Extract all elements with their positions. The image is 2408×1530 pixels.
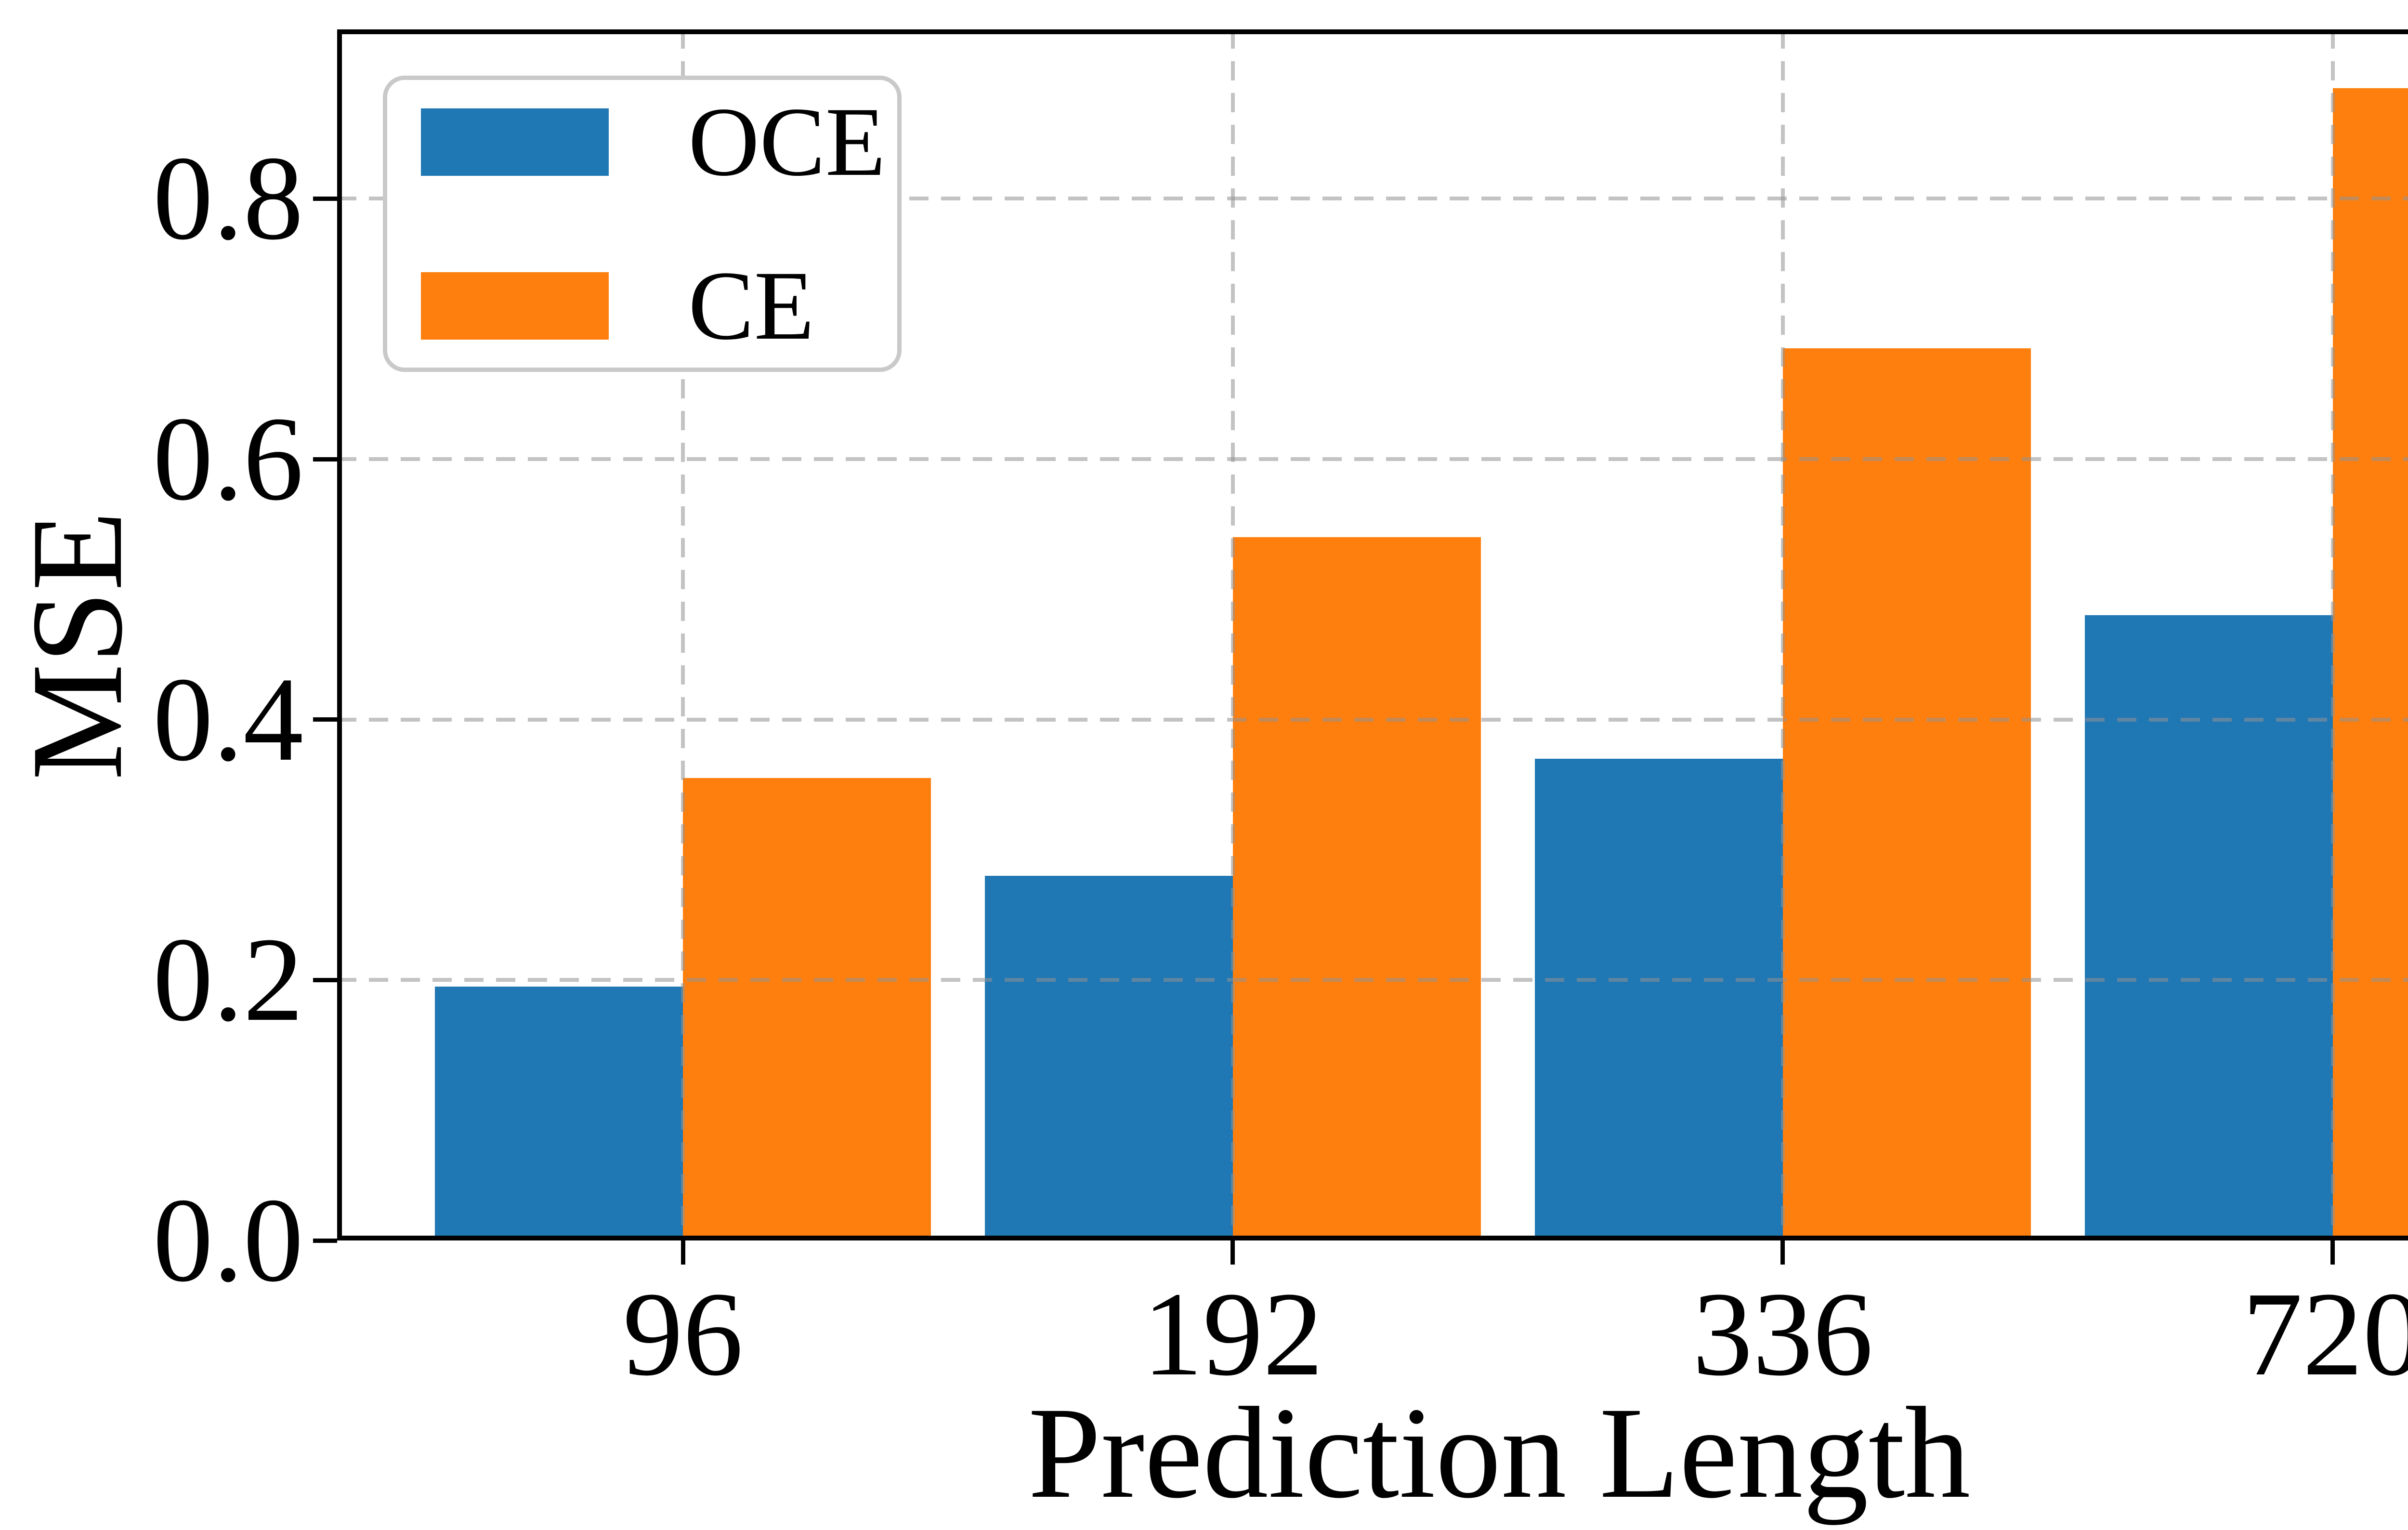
legend-swatch-ce (421, 272, 609, 340)
x-tick-96 (681, 1240, 685, 1265)
bar-oce-336 (1534, 758, 1783, 1240)
y-tick-0.2 (313, 977, 337, 982)
bar-ce-96 (683, 778, 931, 1240)
legend-row-oce: OCE (421, 92, 897, 191)
y-gridline-0.2 (337, 978, 2408, 982)
y-tick-label-0.6: 0.6 (153, 392, 304, 526)
x-gridline-720 (2330, 29, 2335, 1240)
bar-oce-96 (435, 986, 683, 1240)
y-gridline-0.4 (337, 717, 2408, 722)
x-axis-title: Prediction Length (1028, 1380, 1971, 1525)
legend-label-ce: CE (688, 251, 814, 360)
x-gridline-192 (1230, 29, 1235, 1240)
bar-oce-720 (2084, 615, 2333, 1240)
y-tick-label-0.2: 0.2 (153, 913, 304, 1047)
legend-label-oce: OCE (688, 87, 886, 197)
x-tick-label-192: 192 (1142, 1267, 1323, 1401)
x-tick-192 (1230, 1240, 1235, 1265)
x-tick-720 (2330, 1240, 2335, 1265)
x-tick-label-96: 96 (623, 1267, 744, 1401)
y-gridline-0.8 (337, 197, 2408, 201)
x-tick-label-720: 720 (2242, 1267, 2408, 1401)
y-tick-label-0.4: 0.4 (153, 652, 304, 786)
bar-oce-192 (985, 876, 1233, 1240)
plot-area: OCE CE (337, 29, 2408, 1240)
bar-ce-336 (1782, 348, 2031, 1240)
legend-swatch-oce (421, 108, 609, 176)
y-tick-label-0.8: 0.8 (153, 132, 304, 265)
x-gridline-96 (681, 29, 685, 1240)
legend: OCE CE (383, 76, 902, 372)
y-gridline-0.6 (337, 457, 2408, 462)
bar-ce-720 (2332, 88, 2408, 1240)
y-tick-0.8 (313, 196, 337, 201)
bar-ce-192 (1232, 537, 1481, 1240)
y-tick-0.0 (313, 1238, 337, 1243)
y-tick-label-0.0: 0.0 (153, 1174, 304, 1307)
y-tick-0.4 (313, 717, 337, 722)
x-tick-label-336: 336 (1692, 1267, 1873, 1401)
legend-row-ce: CE (421, 256, 897, 355)
x-tick-336 (1780, 1240, 1785, 1265)
x-gridline-336 (1780, 29, 1785, 1240)
y-tick-0.6 (313, 457, 337, 462)
